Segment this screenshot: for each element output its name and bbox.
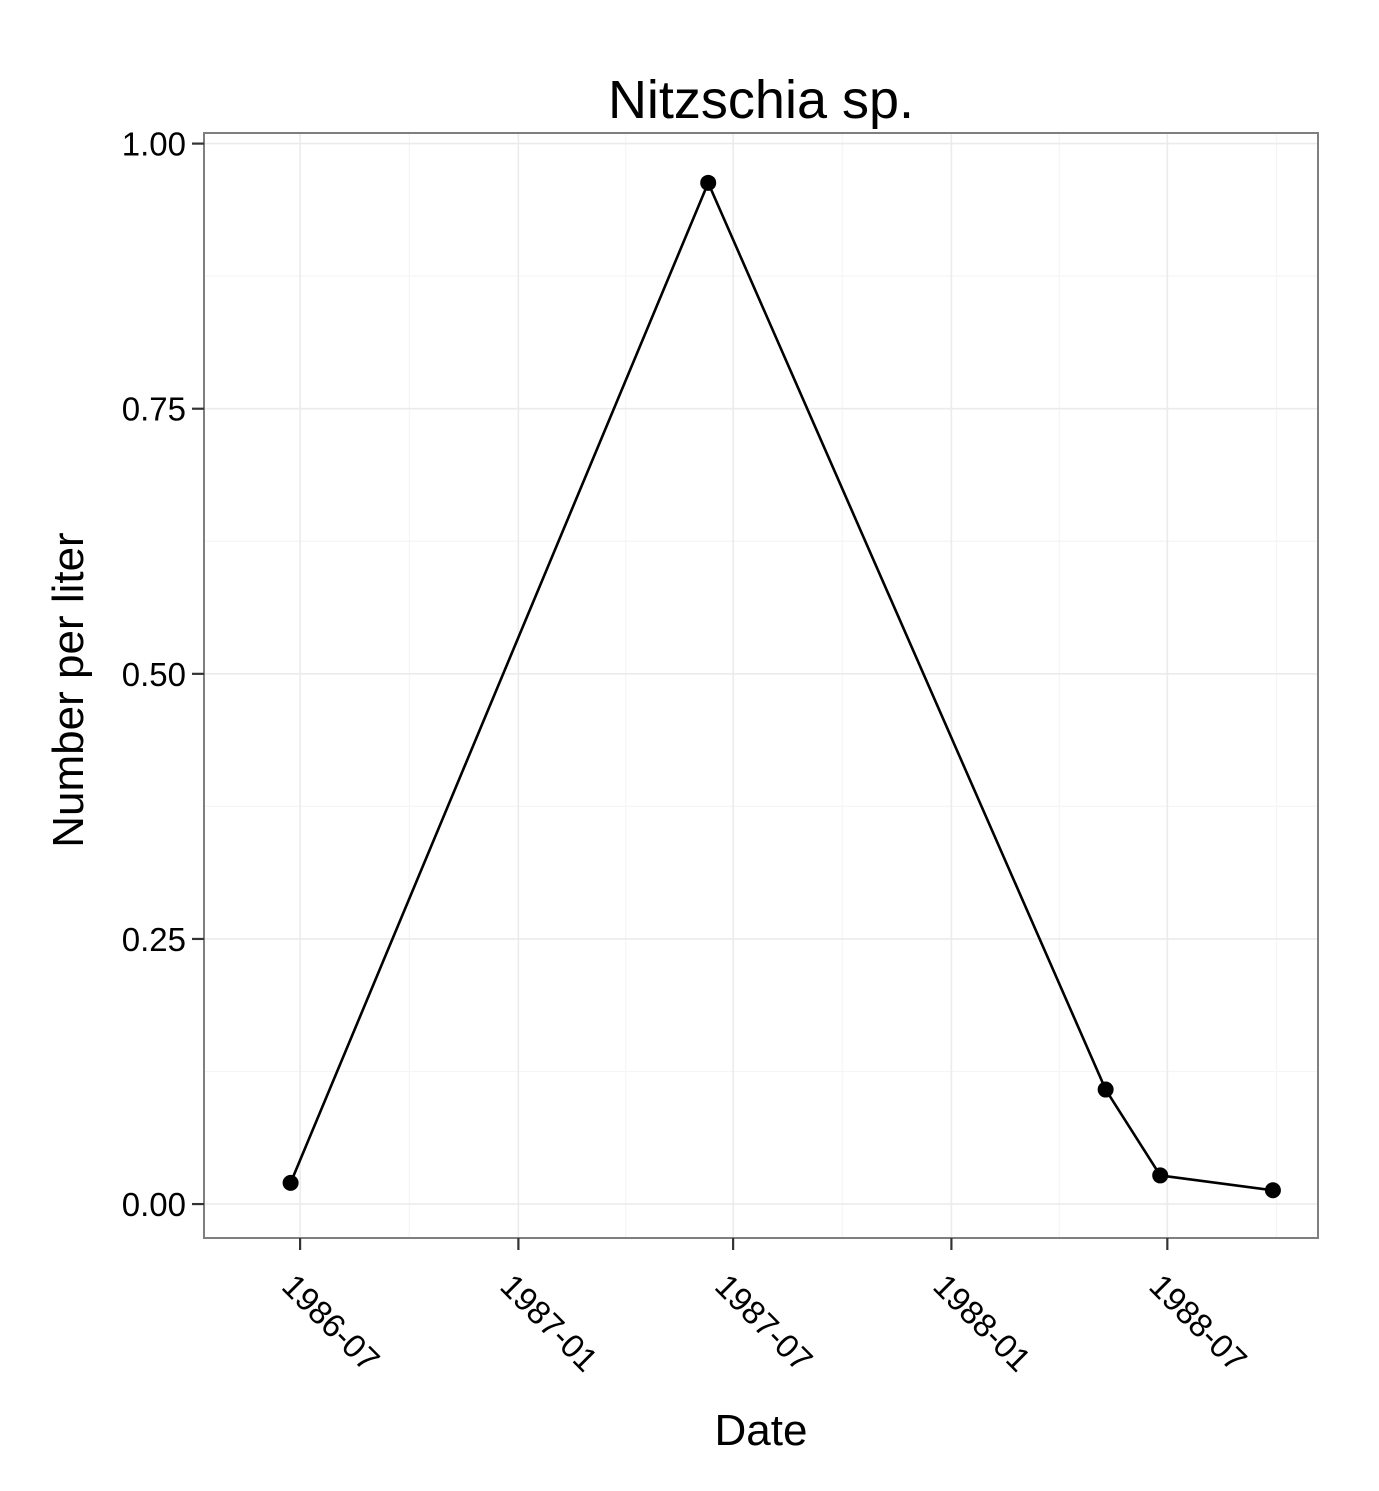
y-tick-label: 0.75 xyxy=(122,391,186,428)
x-tick-label: 1988-01 xyxy=(926,1267,1038,1379)
chart-title: Nitzschia sp. xyxy=(608,70,914,130)
minor-gridlines xyxy=(204,133,1318,1238)
x-tick-label: 1986-07 xyxy=(275,1267,387,1379)
y-tick-label: 0.25 xyxy=(122,921,186,958)
y-axis-title: Number per liter xyxy=(44,532,93,847)
x-tick-label: 1987-01 xyxy=(493,1267,605,1379)
data-point xyxy=(282,1174,299,1191)
data-point xyxy=(1264,1182,1281,1199)
y-tick-label: 0.50 xyxy=(122,656,186,693)
y-tick-label: 1.00 xyxy=(122,126,186,163)
plot-panel-border xyxy=(203,132,1319,1239)
data-point xyxy=(1152,1167,1169,1184)
plot-panel xyxy=(203,132,1319,1239)
series-layer xyxy=(282,174,1281,1199)
x-tick-label: 1988-07 xyxy=(1142,1267,1254,1379)
data-point xyxy=(1097,1081,1114,1098)
data-point xyxy=(700,174,717,191)
major-gridlines xyxy=(204,133,1318,1238)
x-axis-title: Date xyxy=(715,1406,808,1455)
y-axis: 0.00 0.25 0.50 0.75 1.00 xyxy=(122,126,204,1223)
x-tick-label: 1987-07 xyxy=(708,1267,820,1379)
y-tick-label: 0.00 xyxy=(122,1186,186,1223)
x-axis: 1986-07 1987-01 1987-07 1988-01 1988-07 xyxy=(275,1238,1254,1379)
